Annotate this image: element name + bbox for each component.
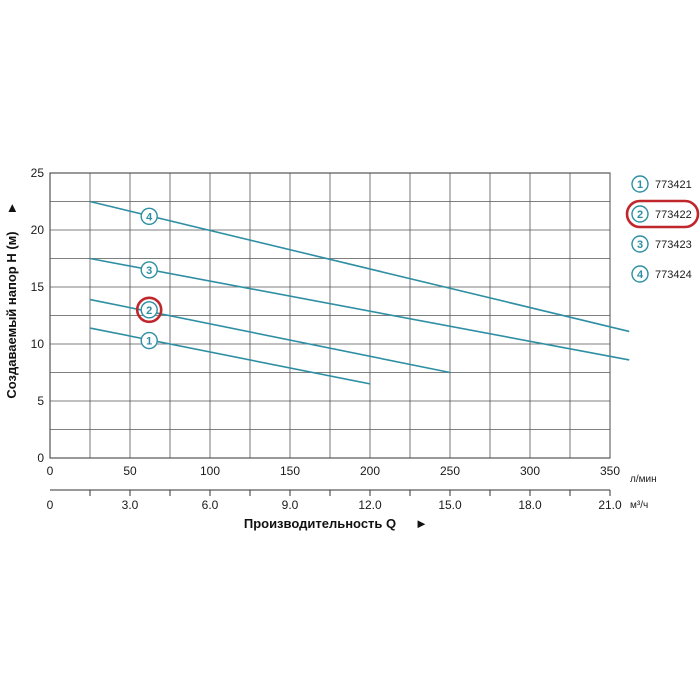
legend-highlight-ring bbox=[625, 199, 700, 229]
x-tick-label: 300 bbox=[520, 464, 540, 478]
legend-marker-number: 2 bbox=[637, 209, 643, 221]
legend: 1 773421 2 773422 3 773423 4 773424 bbox=[625, 175, 700, 283]
series: 1 2 3 4 bbox=[89, 200, 630, 385]
series-line-773421 bbox=[89, 327, 371, 385]
y-tick-label: 0 bbox=[37, 451, 44, 465]
series-marker-773422 bbox=[140, 301, 158, 319]
legend-item-label: 773422 bbox=[655, 209, 692, 221]
series-marker-773421 bbox=[140, 331, 158, 350]
legend-marker-773424 bbox=[631, 265, 649, 283]
x2-tick-label: 21.0 bbox=[598, 498, 622, 512]
x2-tick-label: 0 bbox=[47, 498, 54, 512]
series-line-773423 bbox=[89, 257, 630, 361]
legend-item-label: 773421 bbox=[655, 179, 692, 191]
x-tick-label: 100 bbox=[200, 464, 220, 478]
x-unit-secondary: м³/ч bbox=[630, 500, 648, 511]
series-marker-label: 1 bbox=[146, 336, 152, 348]
x-tick-label: 150 bbox=[280, 464, 300, 478]
legend-marker-number: 3 bbox=[637, 239, 643, 251]
x2-tick-label: 12.0 bbox=[358, 498, 382, 512]
y-tick-label: 20 bbox=[31, 223, 45, 237]
highlight-ring bbox=[135, 296, 163, 324]
x-axis-label: Производительность Q bbox=[244, 516, 396, 531]
legend-item-label: 773423 bbox=[655, 239, 692, 251]
series-marker-label: 2 bbox=[146, 305, 152, 317]
x-tick-label: 0 bbox=[47, 464, 54, 478]
y-tick-label: 15 bbox=[31, 280, 45, 294]
y-tick-label: 25 bbox=[31, 166, 45, 180]
legend-marker-773422 bbox=[631, 205, 649, 223]
legend-item-label: 773424 bbox=[655, 269, 692, 281]
legend-marker-773421 bbox=[631, 175, 649, 193]
x-tick-label: 200 bbox=[360, 464, 380, 478]
y-tick-label: 10 bbox=[31, 337, 45, 351]
series-marker-label: 3 bbox=[146, 265, 152, 277]
x-tick-label: 250 bbox=[440, 464, 460, 478]
x-tick-label: 350 bbox=[600, 464, 620, 478]
series-marker-773423 bbox=[140, 261, 158, 279]
legend-marker-number: 1 bbox=[637, 179, 643, 191]
x-unit-primary: л/мин bbox=[630, 474, 657, 485]
x2-tick-label: 18.0 bbox=[518, 498, 542, 512]
x2-tick-label: 15.0 bbox=[438, 498, 462, 512]
x2-tick-label: 3.0 bbox=[122, 498, 139, 512]
y-axis-label: Создаваемый напор Н (м) bbox=[4, 231, 19, 398]
y-tick-label: 5 bbox=[37, 394, 44, 408]
x-tick-label: 50 bbox=[123, 464, 137, 478]
x2-tick-label: 6.0 bbox=[202, 498, 219, 512]
grid bbox=[49, 172, 611, 459]
y-axis-arrow: ► bbox=[4, 202, 19, 215]
series-line-773424 bbox=[89, 200, 630, 333]
legend-marker-number: 4 bbox=[637, 269, 644, 281]
x2-tick-label: 9.0 bbox=[282, 498, 299, 512]
series-marker-773424 bbox=[140, 207, 158, 226]
legend-marker-773423 bbox=[631, 235, 649, 253]
x-axis-arrow: ► bbox=[415, 516, 428, 531]
series-marker-label: 4 bbox=[146, 211, 153, 223]
